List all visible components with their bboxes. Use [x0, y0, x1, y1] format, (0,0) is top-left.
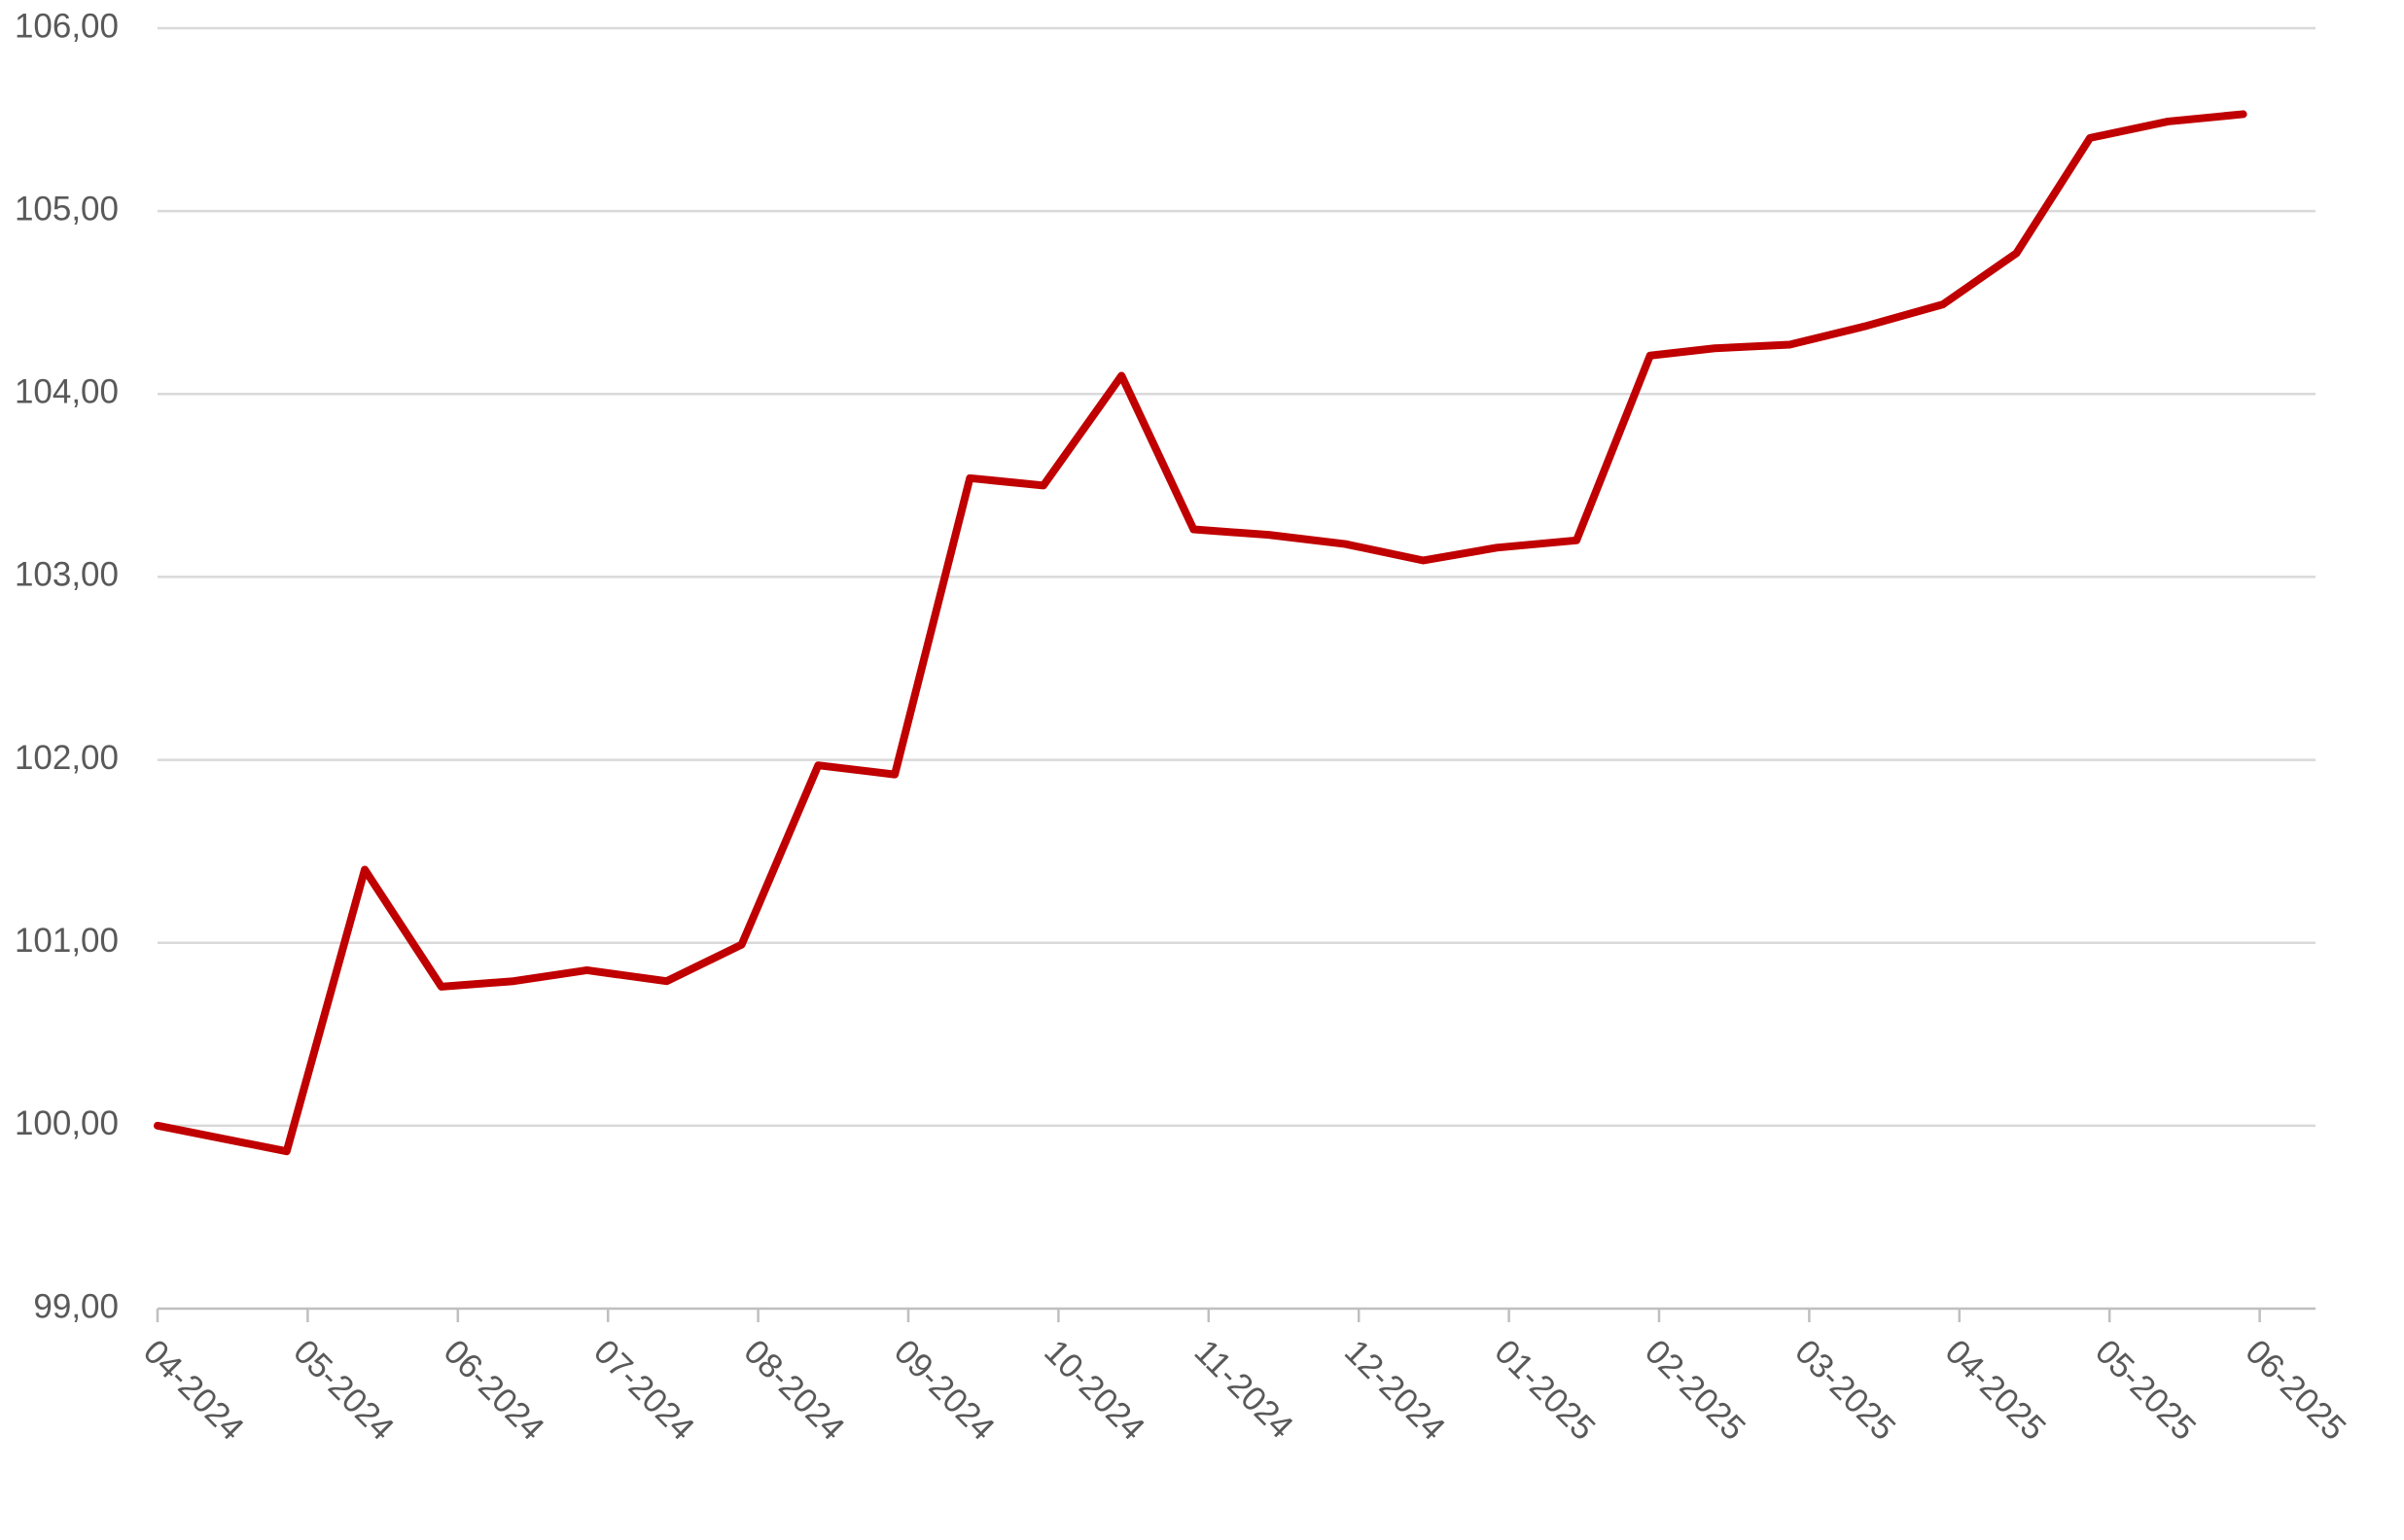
y-tick-label: 100,00	[15, 1104, 119, 1142]
x-tick-label: 07-2024	[586, 1333, 701, 1448]
x-tick-label: 08-2024	[736, 1333, 851, 1448]
x-tick-label: 12-2024	[1337, 1333, 1452, 1448]
y-tick-label: 105,00	[15, 190, 119, 228]
x-tick-label: 09-2024	[887, 1333, 1002, 1448]
x-tick-label: 06-2025	[2238, 1333, 2352, 1448]
y-tick-label: 104,00	[15, 373, 119, 411]
y-tick-label: 102,00	[15, 739, 119, 777]
x-tick-label: 06-2024	[437, 1333, 551, 1448]
x-tick-label: 11-2024	[1187, 1333, 1301, 1447]
x-tick-label: 04-2024	[136, 1333, 251, 1448]
line	[154, 110, 2247, 1156]
y-tick-label: 103,00	[15, 556, 119, 594]
x-tick-label: 02-2025	[1638, 1333, 1752, 1448]
x-tick-label: 05-2025	[2088, 1333, 2203, 1448]
y-tick-label: 106,00	[15, 7, 119, 45]
x-tick-label: 01-2025	[1487, 1333, 1602, 1448]
x-tick-label: 05-2024	[286, 1333, 401, 1448]
x-tick-label: 04-2025	[1938, 1333, 2053, 1448]
y-tick-label: 101,00	[15, 922, 119, 960]
x-tick-label: 03-2025	[1787, 1333, 1902, 1448]
y-tick-label: 99,00	[33, 1287, 119, 1325]
x-tick-label: 10-2024	[1037, 1333, 1151, 1448]
